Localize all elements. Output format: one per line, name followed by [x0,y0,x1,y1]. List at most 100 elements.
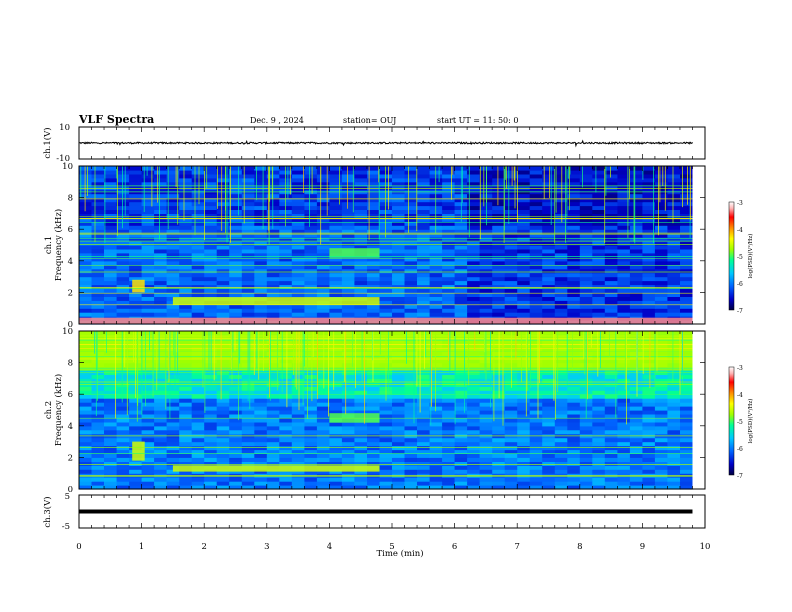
spec1-cell [379,201,393,207]
spec1-cell [141,209,155,214]
spec2-cell [279,429,293,435]
spec1-cell [116,201,130,207]
spec2-cell [567,465,581,470]
spec1-cell [254,197,268,203]
spec1-cell [579,233,593,238]
spec1-cell [442,304,456,309]
spec1-cell [329,217,343,222]
spec1-cell [354,225,368,230]
spec1-cell [554,284,568,289]
spec1-cell [104,268,118,274]
spec1-cell [116,308,130,313]
spec2-cell [279,410,293,415]
spec1-cell [404,213,418,218]
spec2-cell [542,429,556,435]
spec2-cell [254,485,268,490]
spec1-cell [154,245,168,250]
spec1-cell [542,181,556,187]
spec2-cell [91,437,105,443]
spec1-cell [116,268,130,274]
spec1-cell [667,280,681,286]
spec1-cell [354,201,368,207]
spec1-cell [166,197,180,203]
spec1-cell [554,248,568,254]
spec1-cell [304,308,318,313]
spec1-cell [241,237,255,242]
spec1-cell [567,272,581,278]
spec2-cell [129,469,143,474]
spec1-cell [567,205,581,210]
spec2-cell [554,410,568,415]
spec1-cell [216,288,230,293]
spec2-cell [166,370,180,375]
spec1-cell [542,264,556,270]
spec1-cell [654,213,668,218]
spec1-cell [379,229,393,234]
spec1-cell [116,256,130,262]
spec1-cell [279,312,293,317]
spec2-cell [680,386,694,391]
spec2-cell [141,449,155,454]
spec2-cell [629,390,643,395]
spec1-cell [504,308,518,313]
spec1-cell [204,308,218,313]
spec2-cell [542,386,556,391]
spec2-cell [504,406,518,411]
spec2-cell [429,417,443,423]
spec2-cell [479,406,493,411]
spec1-cell [567,166,581,171]
spec1-cell [166,170,180,175]
spec2-cell [154,485,168,490]
spec1-cell [567,241,581,246]
spec2-cell [104,386,118,391]
spec2-cell [454,429,468,435]
spec1-cell [379,276,393,282]
spec1-cell [141,264,155,270]
spec2-cell [379,402,393,407]
spec1-cell [341,166,355,171]
spec2-cell [116,378,130,383]
spec2-cell [329,378,343,383]
spec1-cell [279,233,293,238]
spec1-cell [341,229,355,234]
spec1-cell [154,233,168,238]
spec2-cell [667,390,681,395]
spec1-cell [191,201,205,207]
spec2-cell [166,421,180,427]
spec1-cell [379,268,393,274]
spec1-cell [254,177,268,183]
spec1-cell [442,252,456,258]
spec2-cell [291,485,305,490]
spec1-cell [617,260,631,266]
spec1-cell [517,284,531,289]
spec1-cell [179,241,193,246]
spec2-cell [654,425,668,431]
spec1-cell [79,272,93,278]
spec1-cell [204,181,218,187]
spec1-cell [579,308,593,313]
spec2-cell [392,457,406,462]
spec2-cell [529,402,543,407]
spec1-cell [304,233,318,238]
spec1-cell [291,197,305,203]
spec2-cell [341,429,355,435]
spec2-cell [91,481,105,486]
spec1-cell [467,170,481,175]
spec1-cell [567,193,581,199]
spec2-cell [229,398,243,403]
spec1-cell [567,284,581,289]
spec2-cell [266,398,280,403]
spec1-cell [129,276,143,282]
spec1-cell [542,256,556,262]
spec1-cell [554,308,568,313]
ch1-spectrogram-ylabel: Frequency (kHz) [53,209,64,281]
spec1-cell [341,312,355,317]
spec1-cell [367,312,381,317]
spec2-cell [454,402,468,407]
spec1-cell [291,173,305,179]
spec2-cell [392,370,406,375]
spec1-cell [266,201,280,207]
spec1-cell [417,170,431,175]
spec2-cell [680,394,694,399]
spec1-cell [429,201,443,207]
